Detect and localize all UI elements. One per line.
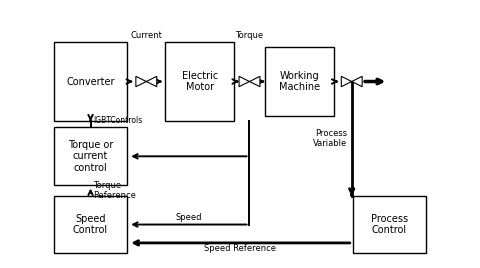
Text: Torque
Reference: Torque Reference	[93, 181, 136, 200]
Text: Working
Machine: Working Machine	[279, 71, 320, 92]
Polygon shape	[146, 76, 157, 87]
Polygon shape	[341, 76, 352, 87]
Text: IGBTControls: IGBTControls	[93, 116, 142, 125]
Text: Current: Current	[131, 31, 162, 39]
Bar	[54, 42, 127, 121]
Bar	[165, 42, 234, 121]
Polygon shape	[239, 76, 250, 87]
Text: Speed: Speed	[175, 213, 202, 222]
Text: Speed Reference: Speed Reference	[204, 244, 276, 253]
Text: Torque or
current
control: Torque or current control	[68, 140, 113, 173]
Polygon shape	[136, 76, 146, 87]
Polygon shape	[250, 76, 260, 87]
Text: Process
Variable: Process Variable	[313, 129, 347, 148]
Bar	[265, 47, 334, 116]
Bar	[353, 196, 426, 254]
Bar	[54, 196, 127, 254]
Text: Converter: Converter	[66, 76, 115, 87]
Text: Electric
Motor: Electric Motor	[181, 71, 218, 92]
Text: Torque: Torque	[235, 31, 264, 39]
Bar	[54, 128, 127, 185]
Text: Process
Control: Process Control	[371, 214, 408, 235]
Text: Speed
Control: Speed Control	[73, 214, 108, 235]
Polygon shape	[352, 76, 362, 87]
